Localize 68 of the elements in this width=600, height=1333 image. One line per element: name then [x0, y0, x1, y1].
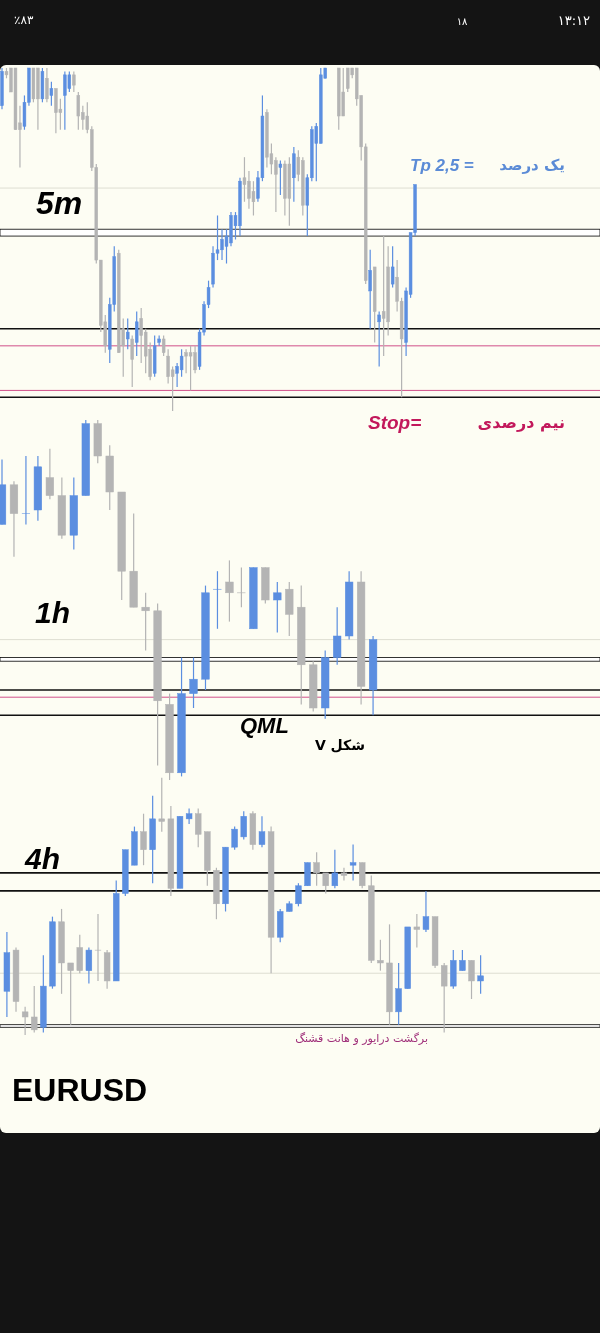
- candlestick: [76, 91, 81, 131]
- text: ٪۸۳: [14, 13, 34, 27]
- text: ۱۸: [456, 15, 468, 27]
- candlestick: [72, 70, 76, 93]
- candlestick: [273, 581, 282, 633]
- candlestick: [313, 851, 320, 887]
- text: EURUSD: [12, 1072, 148, 1108]
- candlestick: [346, 67, 350, 93]
- text: یک درصد: [499, 156, 565, 174]
- candlestick: [231, 825, 238, 851]
- candlestick: [441, 962, 448, 1034]
- candlestick: [141, 592, 150, 651]
- text: 5m: [36, 185, 83, 221]
- candlestick: [225, 559, 234, 623]
- candlestick: [179, 348, 184, 378]
- candlestick: [340, 867, 348, 882]
- candlestick: [395, 962, 402, 1026]
- candlestick: [195, 807, 202, 848]
- candlestick: [76, 934, 83, 974]
- candlestick: [304, 862, 311, 887]
- candlestick: [359, 862, 366, 889]
- candlestick: [21, 455, 31, 525]
- candlestick: [322, 872, 329, 895]
- annotation: Stop=: [368, 411, 422, 433]
- candlestick: [381, 235, 386, 357]
- candlestick: [349, 844, 357, 882]
- candlestick: [333, 606, 342, 666]
- candlestick: [135, 310, 139, 357]
- annotation: Tp 2,5 =: [410, 155, 474, 175]
- candlestick: [377, 939, 384, 972]
- candlestick: [130, 334, 134, 388]
- candlestick: [237, 567, 246, 608]
- annotation: برگشت درایور و هانت قشنگ: [295, 1031, 428, 1045]
- candlestick: [331, 849, 339, 889]
- candlestick: [189, 657, 198, 709]
- candlestick: [459, 949, 466, 972]
- candlestick: [390, 245, 395, 289]
- annotation: QML: [240, 712, 289, 738]
- text: نیم درصدی: [477, 412, 565, 432]
- candlestick: [295, 882, 302, 907]
- text: 4h: [24, 841, 61, 875]
- candlestick: [158, 777, 165, 833]
- candlestick: [94, 913, 102, 982]
- candlestick: [140, 813, 147, 866]
- candlestick: [49, 81, 54, 107]
- candlestick: [45, 448, 54, 500]
- candlestick: [240, 810, 247, 841]
- candlestick: [63, 70, 67, 131]
- candlestick: [213, 570, 222, 630]
- candlestick: [67, 70, 72, 93]
- candlestick: [468, 959, 475, 1000]
- candlestick: [422, 890, 430, 933]
- candlestick: [85, 946, 93, 985]
- text: ۱۳:۱۲: [557, 12, 591, 28]
- candlestick: [368, 249, 372, 330]
- candlestick: [126, 317, 130, 350]
- candlestick: [413, 913, 421, 949]
- candlestick: [188, 345, 193, 392]
- candlestick: [67, 962, 74, 1026]
- candlestick: [377, 310, 381, 368]
- candlestick: [45, 67, 49, 103]
- text: 1h: [35, 595, 71, 629]
- candlestick: [31, 985, 38, 1034]
- candlestick: [477, 954, 484, 995]
- annotation: شکل V: [314, 737, 365, 753]
- candlestick: [21, 1006, 29, 1036]
- candlestick: [278, 160, 283, 196]
- candlestick: [258, 815, 266, 848]
